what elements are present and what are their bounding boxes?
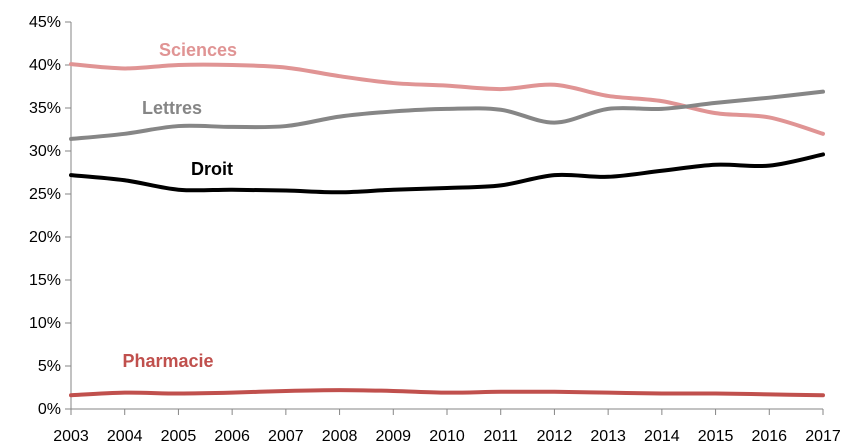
x-tick-label: 2006: [214, 428, 250, 445]
x-tick-label: 2017: [805, 428, 841, 445]
series-line-sciences: [69, 62, 825, 136]
x-tick-label: 2016: [751, 428, 787, 445]
y-tick-label: 10%: [29, 315, 61, 332]
x-tick-label: 2012: [537, 428, 573, 445]
series-label-pharmacie: Pharmacie: [122, 351, 213, 371]
x-tick-label: 2008: [322, 428, 358, 445]
x-tick-label: 2007: [268, 428, 304, 445]
y-tick-label: 25%: [29, 186, 61, 203]
y-tick-label: 15%: [29, 272, 61, 289]
y-tick-label: 5%: [38, 358, 61, 375]
x-tick-label: 2013: [590, 428, 626, 445]
y-tick-label: 40%: [29, 57, 61, 74]
series-label-sciences: Sciences: [159, 40, 237, 60]
series-line-lettres: [69, 89, 825, 141]
y-tick-label: 0%: [38, 401, 61, 418]
x-axis-ticks: 2003 2004 2005 2006 2007 2008 2009 2010 2011 2012…: [53, 409, 841, 445]
x-tick-label: 2015: [698, 428, 734, 445]
series-labels: Sciences Lettres Droit Pharmacie: [122, 40, 237, 371]
series-label-droit: Droit: [191, 159, 233, 179]
x-tick-label: 2010: [429, 428, 465, 445]
x-tick-label: 2004: [107, 428, 143, 445]
y-axis-ticks: 0% 5% 10% 15% 20% 25% 30% 35% 40% 45%: [29, 14, 71, 418]
x-tick-label: 2003: [53, 428, 89, 445]
y-tick-label: 20%: [29, 229, 61, 246]
y-tick-label: 35%: [29, 100, 61, 117]
series-label-lettres: Lettres: [142, 98, 202, 118]
y-tick-label: 30%: [29, 143, 61, 160]
y-tick-label: 45%: [29, 14, 61, 31]
x-tick-label: 2011: [484, 428, 519, 445]
series-lines: [69, 62, 825, 398]
x-tick-label: 2009: [375, 428, 411, 445]
series-line-pharmacie: [69, 388, 825, 398]
series-line-droit: [69, 152, 825, 195]
x-tick-label: 2014: [644, 428, 680, 445]
x-tick-label: 2005: [161, 428, 197, 445]
